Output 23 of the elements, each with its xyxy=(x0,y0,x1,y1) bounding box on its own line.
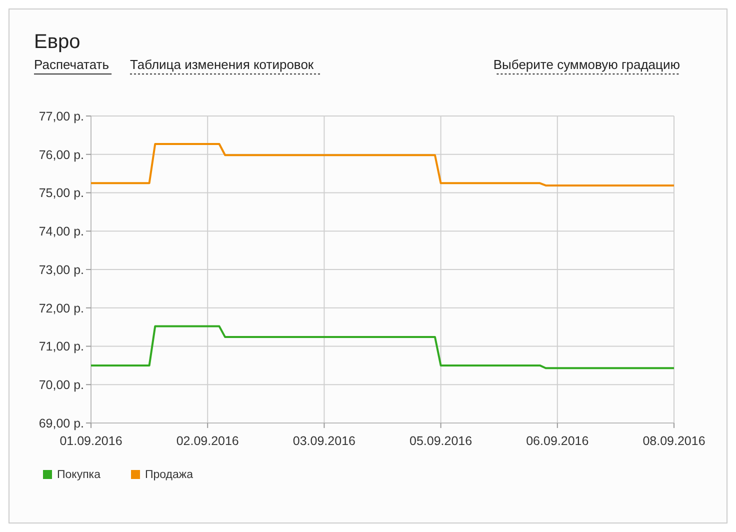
text: Таблица изменения котировок xyxy=(130,57,314,72)
x-tick-label: 08.09.2016 xyxy=(642,434,706,448)
x-tick-label: 06.09.2016 xyxy=(526,434,589,448)
x-tick-label: 03.09.2016 xyxy=(292,434,356,448)
chart-title: Евро xyxy=(34,31,80,53)
y-tick-label: 75,00 р. xyxy=(38,186,84,200)
y-tick-label: 77,00 р. xyxy=(38,109,84,124)
text: Распечатать xyxy=(34,57,110,72)
x-tick-label: 02.09.2016 xyxy=(176,434,239,448)
y-tick-label: 72,00 р. xyxy=(38,301,84,316)
y-tick-label: 70,00 р. xyxy=(38,378,84,392)
y-tick-label: 74,00 р. xyxy=(38,224,84,238)
line-series xyxy=(90,143,675,186)
line-series xyxy=(90,325,675,370)
y-tick-label: 76,00 р. xyxy=(38,148,84,162)
x-tick-label: 05.09.2016 xyxy=(410,434,472,448)
legend-label: Продажа xyxy=(145,469,194,481)
y-tick-label: 69,00 р. xyxy=(38,416,84,430)
y-tick-label: 73,00 р. xyxy=(38,262,84,277)
text: Выберите суммовую градацию xyxy=(493,57,680,72)
legend-label: Покупка xyxy=(57,469,102,481)
y-tick-label: 71,00 р. xyxy=(38,340,84,354)
x-tick-label: 01.09.2016 xyxy=(60,434,122,448)
